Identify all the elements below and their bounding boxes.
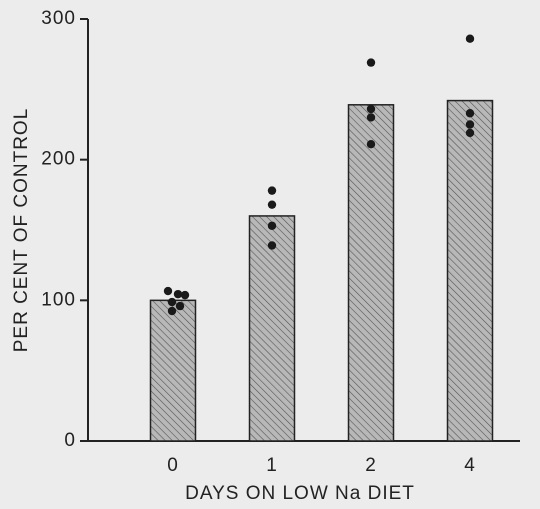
data-point (366, 139, 376, 149)
data-point (175, 301, 185, 311)
data-point (366, 113, 376, 122)
data-point (167, 306, 177, 316)
data-point (267, 200, 277, 209)
data-point (173, 289, 183, 299)
data-point (167, 297, 177, 307)
data-point (366, 58, 376, 67)
x-tick-label: 2 (365, 455, 377, 476)
x-tick-label: 1 (266, 455, 278, 476)
data-point (267, 221, 277, 230)
data-point (366, 104, 376, 114)
bar (446, 99, 494, 442)
bar (347, 104, 395, 442)
data-point (163, 286, 173, 296)
y-tick-label: 300 (41, 8, 76, 29)
y-tick-label: 200 (41, 149, 76, 170)
bar (248, 215, 296, 442)
data-point (465, 34, 475, 43)
data-point (465, 109, 475, 118)
x-tick-label: 4 (464, 455, 476, 476)
x-axis-label: DAYS ON LOW Na DIET (185, 483, 415, 504)
data-point (180, 290, 190, 300)
data-point (267, 186, 277, 195)
y-tick-label: 100 (41, 289, 76, 310)
x-tick-label: 0 (167, 455, 179, 476)
data-point (465, 120, 475, 129)
y-axis-label: PER CENT OF CONTROL (11, 108, 32, 353)
y-tick-label: 0 (64, 430, 76, 451)
bar (149, 299, 197, 442)
data-point (465, 128, 475, 138)
data-point (267, 241, 277, 250)
